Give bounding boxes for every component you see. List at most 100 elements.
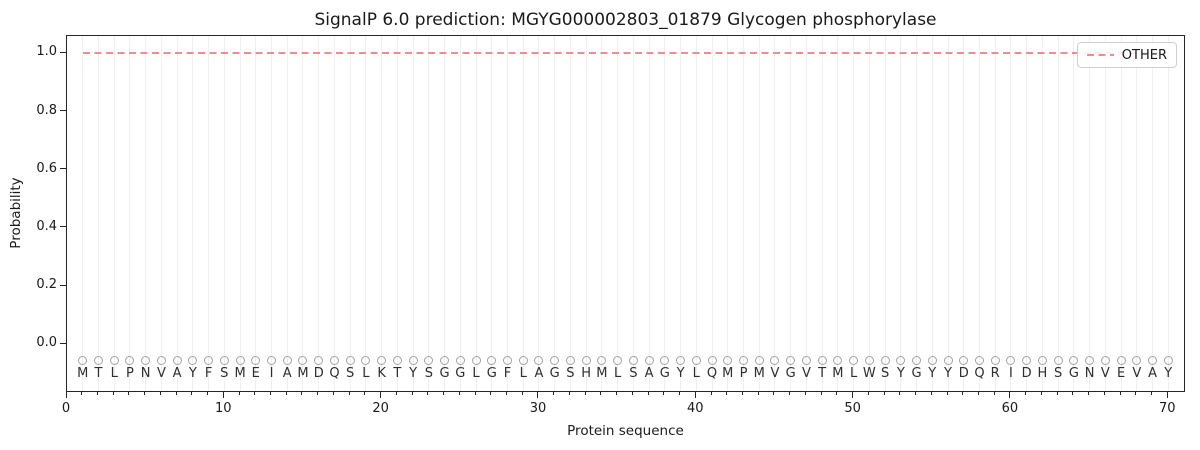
gridline: [1073, 36, 1075, 391]
residue-letter: V: [1100, 366, 1110, 382]
x-minor-tick: [584, 392, 586, 395]
x-minor-tick: [820, 392, 822, 395]
residue-letter: G: [659, 366, 670, 382]
x-minor-tick: [301, 392, 303, 395]
residue-letter: S: [1054, 366, 1063, 382]
residue-marker: [644, 355, 654, 365]
gridline: [286, 36, 288, 391]
x-minor-tick: [175, 392, 177, 395]
x-minor-tick: [332, 392, 334, 395]
residue-letter: Y: [188, 366, 197, 382]
residue-letter: L: [472, 366, 480, 382]
gridline: [1167, 36, 1169, 391]
x-tick: [222, 392, 224, 398]
x-minor-tick: [1103, 392, 1105, 395]
x-tick: [1009, 392, 1011, 398]
gridline: [459, 36, 461, 391]
gridline: [664, 36, 666, 391]
residue-letter: A: [644, 366, 654, 382]
gridline: [758, 36, 760, 391]
residue-letter: M: [297, 366, 309, 382]
residue-letter: L: [692, 366, 700, 382]
residue-letter: Y: [1164, 366, 1173, 382]
gridline: [805, 36, 807, 391]
residue-marker: [329, 355, 339, 365]
x-minor-tick: [804, 392, 806, 395]
residue-letter: V: [156, 366, 166, 382]
x-minor-tick: [1040, 392, 1042, 395]
residue-letter: F: [503, 366, 512, 382]
residue-marker: [691, 355, 701, 365]
legend-label: OTHER: [1121, 47, 1167, 63]
x-minor-tick: [490, 392, 492, 395]
gridline: [648, 36, 650, 391]
residue-letter: D: [313, 366, 324, 382]
x-tick: [694, 392, 696, 398]
residue-letter: P: [126, 366, 134, 382]
x-minor-tick: [1119, 392, 1121, 395]
x-minor-tick: [474, 392, 476, 395]
gridline: [569, 36, 571, 391]
y-tick-label: 0.0: [36, 335, 57, 351]
x-minor-tick: [395, 392, 397, 395]
residue-marker: [251, 355, 261, 365]
gridline: [821, 36, 823, 391]
residue-letter: I: [1009, 366, 1013, 382]
x-minor-tick: [348, 392, 350, 395]
residue-marker: [534, 355, 544, 365]
residue-marker: [974, 355, 984, 365]
residue-marker: [550, 355, 560, 365]
residue-marker: [440, 355, 450, 365]
residue-letter: M: [77, 366, 89, 382]
y-tick: [60, 110, 66, 112]
x-minor-tick: [899, 392, 901, 395]
residue-marker: [172, 355, 182, 365]
residue-letter: S: [346, 366, 355, 382]
y-axis-label: Probability: [8, 177, 24, 249]
gridline: [727, 36, 729, 391]
gridline: [271, 36, 273, 391]
residue-marker: [581, 355, 591, 365]
gridline: [900, 36, 902, 391]
residue-letter: I: [269, 366, 274, 382]
x-minor-tick: [789, 392, 791, 395]
x-minor-tick: [427, 392, 429, 395]
residue-letter: K: [377, 366, 386, 382]
residue-letter: G: [785, 366, 796, 382]
x-tick-label: 20: [372, 401, 389, 416]
residue-marker: [943, 355, 953, 365]
residue-marker: [565, 355, 575, 365]
residue-marker: [786, 355, 796, 365]
residue-marker: [109, 355, 119, 365]
gridline: [978, 36, 980, 391]
residue-marker: [628, 355, 638, 365]
gridline: [947, 36, 949, 391]
residue-letter: M: [722, 366, 734, 382]
gridline: [1041, 36, 1043, 391]
residue-marker: [314, 355, 324, 365]
residue-letter: E: [251, 366, 260, 382]
x-minor-tick: [270, 392, 272, 395]
residue-letter: S: [566, 366, 575, 382]
residue-letter: S: [220, 366, 229, 382]
residue-marker: [424, 355, 434, 365]
x-tick: [380, 392, 382, 398]
residue-marker: [833, 355, 843, 365]
x-tick: [537, 392, 539, 398]
residue-letter: G: [455, 366, 466, 382]
gridline: [1010, 36, 1012, 391]
residue-letter: M: [753, 366, 765, 382]
gridline: [994, 36, 996, 391]
residue-letter: A: [534, 366, 544, 382]
residue-letter: M: [596, 366, 608, 382]
gridline: [680, 36, 682, 391]
residue-marker: [817, 355, 827, 365]
residue-letter: V: [770, 366, 780, 382]
x-minor-tick: [867, 392, 869, 395]
gridline: [711, 36, 713, 391]
gridline: [1026, 36, 1028, 391]
gridline: [695, 36, 697, 391]
x-minor-tick: [1151, 392, 1153, 395]
